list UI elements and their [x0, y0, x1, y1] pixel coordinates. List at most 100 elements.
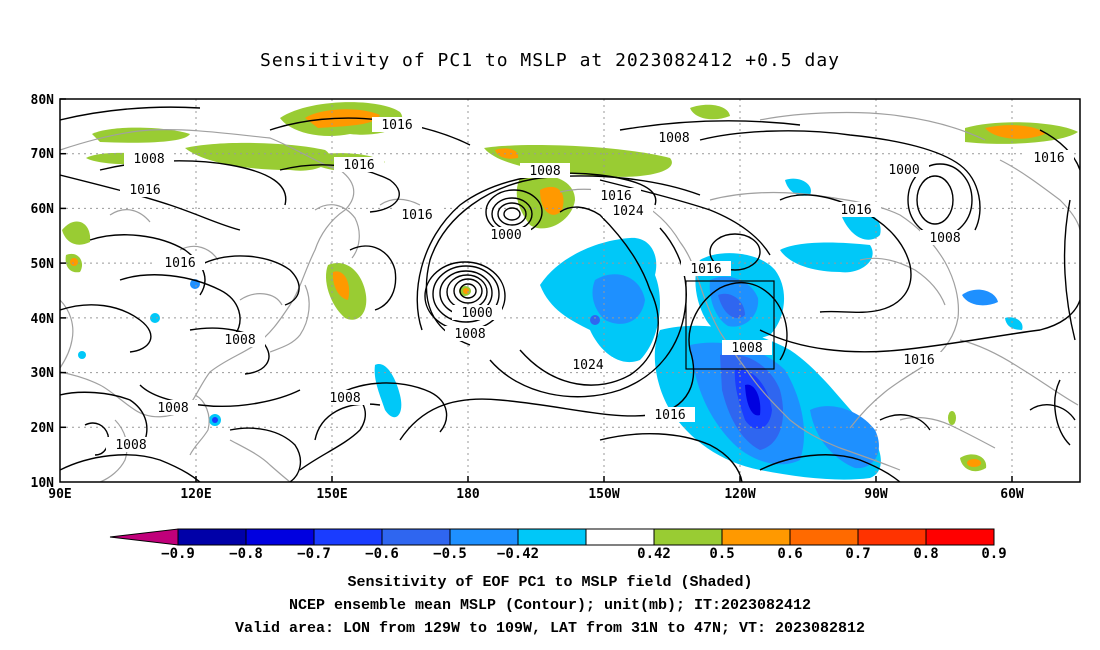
svg-text:1016: 1016: [129, 183, 160, 198]
lon-label: 150E: [316, 487, 347, 502]
svg-text:1016: 1016: [343, 158, 374, 173]
svg-text:1008: 1008: [157, 401, 188, 416]
contour-label: 1008: [106, 437, 156, 453]
svg-text:1016: 1016: [903, 353, 934, 368]
colorbar-label: 0.5: [709, 546, 734, 562]
svg-text:1000: 1000: [888, 163, 919, 178]
svg-text:1024: 1024: [612, 204, 643, 219]
shade-negative: [810, 406, 879, 469]
colorbar-label: −0.9: [161, 546, 195, 562]
contour-label: 1016: [1024, 150, 1074, 166]
svg-text:1016: 1016: [381, 118, 412, 133]
colorbar-swatch: [245, 528, 315, 546]
svg-text:1000: 1000: [490, 228, 521, 243]
svg-text:1016: 1016: [600, 189, 631, 204]
lon-label: 120W: [724, 487, 755, 502]
contour-label: 1008: [920, 230, 970, 246]
lon-label: 120E: [180, 487, 211, 502]
svg-text:1016: 1016: [401, 208, 432, 223]
lat-label: 40N: [31, 312, 55, 327]
mslp-contours: [60, 106, 1080, 482]
shade-negative: [718, 293, 745, 319]
caption-shading: Sensitivity of EOF PC1 to MSLP field (Sh…: [347, 574, 753, 591]
contour-label: 1016: [392, 207, 442, 223]
graticule: [60, 99, 1080, 482]
contour-label: 1008: [520, 163, 570, 179]
contour-label: 1016: [591, 188, 641, 204]
contour-label: 1008: [215, 332, 265, 348]
svg-text:1016: 1016: [690, 262, 721, 277]
contour-label: 1000: [481, 227, 531, 243]
svg-text:1008: 1008: [329, 391, 360, 406]
svg-text:1008: 1008: [731, 341, 762, 356]
shade-positive: [484, 145, 672, 177]
svg-text:1000: 1000: [461, 306, 492, 321]
contour-label: 1008: [445, 326, 495, 342]
svg-text:1024: 1024: [572, 358, 603, 373]
shade-positive: [985, 125, 1045, 139]
colorbar-swatch: [517, 528, 587, 546]
longitude-labels: 90E 120E 150E 180 150W 120W 90W 60W: [48, 487, 1024, 502]
svg-text:1008: 1008: [133, 152, 164, 167]
colorbar-label: −0.8: [229, 546, 263, 562]
colorbar-label: 0.6: [777, 546, 802, 562]
lat-label: 80N: [31, 93, 55, 108]
colorbar-swatch: [789, 528, 859, 546]
shade-negative: [374, 364, 402, 418]
colorbar-label: 0.7: [845, 546, 870, 562]
lat-label: 10N: [31, 476, 55, 491]
lat-label: 50N: [31, 257, 55, 272]
colorbar-label: −0.7: [297, 546, 331, 562]
svg-text:1008: 1008: [529, 164, 560, 179]
svg-text:1008: 1008: [929, 231, 960, 246]
shade-negative: [590, 315, 600, 325]
colorbar-swatch: [449, 528, 519, 546]
caption-valid-area: Valid area: LON from 129W to 109W, LAT f…: [234, 620, 866, 637]
contour-label: 1008: [649, 130, 699, 146]
contour-label: 1016: [334, 157, 384, 173]
shade-positive: [185, 142, 331, 171]
svg-text:1008: 1008: [454, 327, 485, 342]
map-title: Sensitivity of PC1 to MSLP at 2023082412…: [259, 50, 840, 71]
shade-positive: [967, 459, 981, 467]
svg-text:1016: 1016: [840, 203, 871, 218]
svg-text:1016: 1016: [1033, 151, 1064, 166]
lat-label: 60N: [31, 202, 55, 217]
svg-text:1016: 1016: [654, 408, 685, 423]
colorbar-label: −0.42: [497, 546, 539, 562]
shade-positive: [332, 271, 350, 300]
svg-text:1008: 1008: [115, 438, 146, 453]
contour-label: 1008: [124, 151, 174, 167]
svg-text:1008: 1008: [658, 131, 689, 146]
shade-negative: [962, 289, 998, 306]
colorbar: −0.9 −0.8 −0.7 −0.6 −0.5 −0.42 0.42 0.5 0.6 0.7 0.…: [109, 528, 1007, 562]
colorbar-low-tip: [109, 528, 179, 546]
latitude-labels: 80N 70N 60N 50N 40N 30N 20N 10N: [31, 93, 55, 491]
colorbar-swatch: [857, 528, 927, 546]
svg-text:1008: 1008: [224, 333, 255, 348]
caption-contour: NCEP ensemble mean MSLP (Contour); unit(…: [288, 597, 812, 614]
contour-label: 1024: [603, 203, 653, 219]
svg-text:1016: 1016: [164, 256, 195, 271]
shade-negative: [745, 384, 761, 416]
colorbar-label: 0.42: [637, 546, 671, 562]
shade-positive: [540, 186, 564, 215]
shade-negative: [592, 274, 645, 324]
shade-negative: [150, 313, 160, 323]
contour-label: 1024: [563, 357, 613, 373]
shade-positive: [92, 127, 190, 143]
contour-label: 1016: [155, 255, 205, 271]
shade-negative: [212, 417, 218, 423]
colorbar-swatch: [585, 528, 655, 546]
shade-positive: [70, 258, 78, 266]
lon-label: 180: [456, 487, 480, 502]
lat-label: 70N: [31, 147, 55, 162]
shade-positive: [495, 148, 519, 159]
lon-label: 60W: [1000, 487, 1024, 502]
shade-negative: [1005, 317, 1023, 330]
contour-label: 1008: [148, 400, 198, 416]
lat-label: 30N: [31, 366, 55, 381]
shade-negative: [780, 242, 873, 273]
contour-label: 1016: [645, 407, 695, 423]
